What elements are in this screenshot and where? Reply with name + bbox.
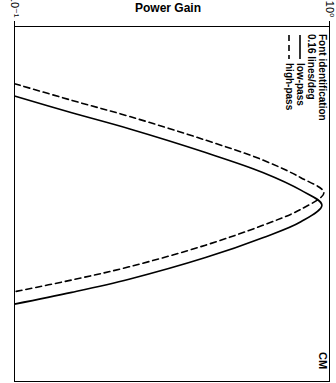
svg-text:10⁰: 10⁰ — [324, 1, 336, 18]
svg-text:10⁻¹: 10⁻¹ — [9, 0, 21, 18]
html-text:Power Gain: Power Gain — [135, 1, 201, 15]
html-text:Font identification: Font identification — [317, 34, 328, 121]
html-text:0.16 lines/deg: 0.16 lines/deg — [306, 34, 317, 100]
html-text:high-pass: high-pass — [284, 63, 295, 111]
html-text:CM: CM — [317, 352, 329, 370]
html-text:low-pass: low-pass — [295, 63, 306, 106]
